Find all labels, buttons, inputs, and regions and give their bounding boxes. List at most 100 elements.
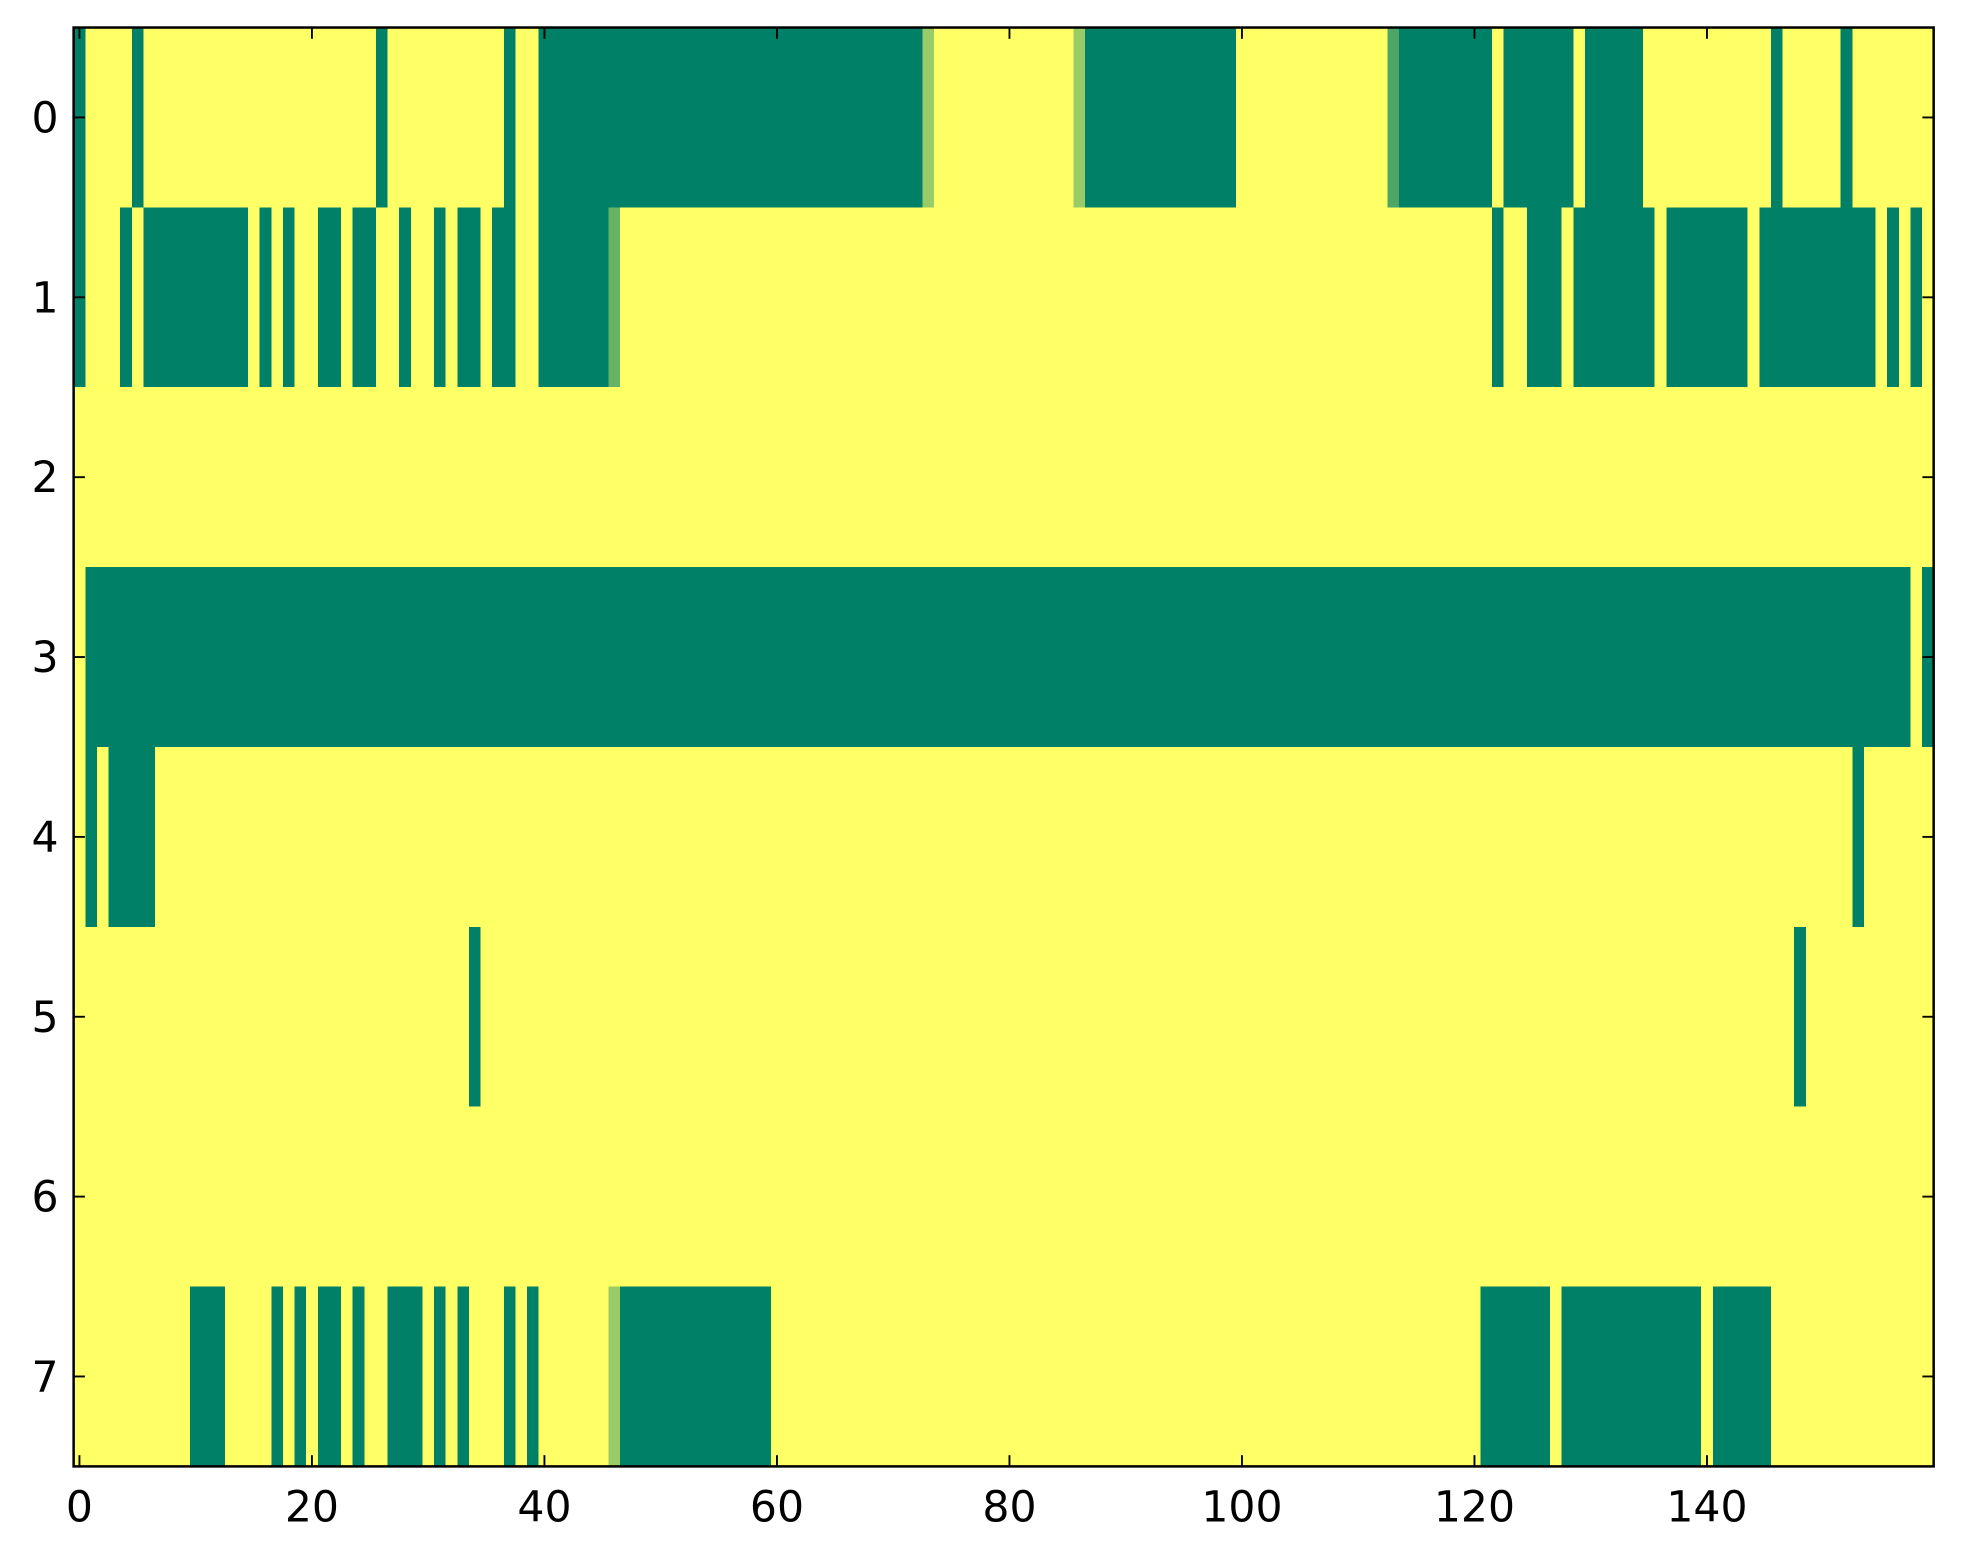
cell — [1875, 1286, 1888, 1468]
cell — [817, 1286, 831, 1468]
cell — [1026, 1106, 1040, 1288]
cell — [1015, 926, 1028, 1108]
cell — [1015, 746, 1028, 928]
cell — [492, 1286, 505, 1468]
cell — [817, 207, 831, 388]
cell — [178, 926, 191, 1108]
cell — [933, 27, 947, 209]
cell — [643, 387, 656, 568]
cell — [1619, 567, 1633, 748]
cell — [887, 926, 900, 1108]
cell — [1108, 387, 1121, 568]
cell — [817, 1106, 831, 1288]
cell — [468, 926, 482, 1108]
cell — [410, 207, 424, 388]
cell — [585, 567, 598, 748]
cell — [1863, 387, 1877, 568]
cell — [1643, 1286, 1656, 1468]
cell — [771, 1106, 784, 1288]
cell — [945, 1106, 958, 1288]
cell — [980, 746, 993, 928]
cell — [910, 567, 924, 748]
cell — [561, 207, 575, 388]
cell — [1387, 1286, 1400, 1468]
cell — [1643, 1106, 1656, 1288]
x-tick-label: 40 — [517, 1483, 571, 1532]
cell — [1840, 1106, 1854, 1288]
cell — [945, 27, 958, 209]
cell — [538, 567, 552, 748]
cell — [1166, 387, 1179, 568]
cell — [131, 567, 145, 748]
cell — [1538, 387, 1551, 568]
cell — [166, 746, 180, 928]
cell — [1096, 27, 1110, 209]
cell — [957, 1106, 970, 1288]
cell — [1247, 27, 1261, 209]
cell — [1875, 567, 1888, 748]
cell — [1515, 567, 1528, 748]
cell — [352, 1106, 366, 1288]
cell — [1375, 27, 1389, 209]
cell — [1212, 567, 1226, 748]
cell — [794, 27, 807, 209]
cell — [1061, 567, 1075, 748]
cell — [1073, 1106, 1086, 1288]
cell — [1038, 387, 1051, 568]
cell — [1375, 387, 1389, 568]
cell — [759, 926, 772, 1108]
cell — [910, 746, 924, 928]
cell — [1096, 746, 1110, 928]
cell — [1538, 926, 1551, 1108]
cell — [1143, 207, 1156, 388]
cell — [550, 926, 563, 1108]
cell — [1003, 27, 1017, 209]
cell — [236, 746, 249, 928]
cell — [1445, 926, 1458, 1108]
cell — [410, 1106, 424, 1288]
cell — [1701, 387, 1714, 568]
cell — [689, 1286, 703, 1468]
cell — [1247, 926, 1261, 1108]
cell — [875, 1106, 889, 1288]
cell — [306, 567, 319, 748]
cell — [1689, 746, 1702, 928]
cell — [515, 746, 528, 928]
cell — [1294, 926, 1307, 1108]
cell — [1468, 207, 1482, 388]
cell — [910, 926, 924, 1108]
cell — [1364, 567, 1377, 748]
cell — [1015, 387, 1028, 568]
cell — [1759, 746, 1772, 928]
cell — [1491, 1106, 1505, 1288]
cell — [980, 1286, 993, 1468]
cell — [596, 926, 610, 1108]
y-tick-label: 6 — [32, 1174, 59, 1223]
cell — [817, 746, 831, 928]
cell — [1666, 746, 1679, 928]
cell — [329, 567, 342, 748]
cell — [457, 926, 470, 1108]
cell — [1143, 926, 1156, 1108]
cell — [1364, 207, 1377, 388]
cell — [189, 926, 203, 1108]
cell — [224, 567, 238, 748]
cell — [259, 1286, 273, 1468]
cell — [1340, 926, 1354, 1108]
cell — [422, 746, 435, 928]
cell — [538, 27, 552, 209]
cell — [1794, 567, 1807, 748]
cell — [1154, 207, 1168, 388]
cell — [1759, 207, 1772, 388]
cell — [1061, 207, 1075, 388]
cell — [480, 1286, 493, 1468]
cell — [875, 567, 889, 748]
cell — [1573, 746, 1586, 928]
cell — [224, 926, 238, 1108]
cell — [1329, 1286, 1342, 1468]
cell — [864, 926, 877, 1108]
cell — [910, 1286, 924, 1468]
cell — [1038, 207, 1051, 388]
cell — [968, 567, 982, 748]
cell — [864, 1106, 877, 1288]
